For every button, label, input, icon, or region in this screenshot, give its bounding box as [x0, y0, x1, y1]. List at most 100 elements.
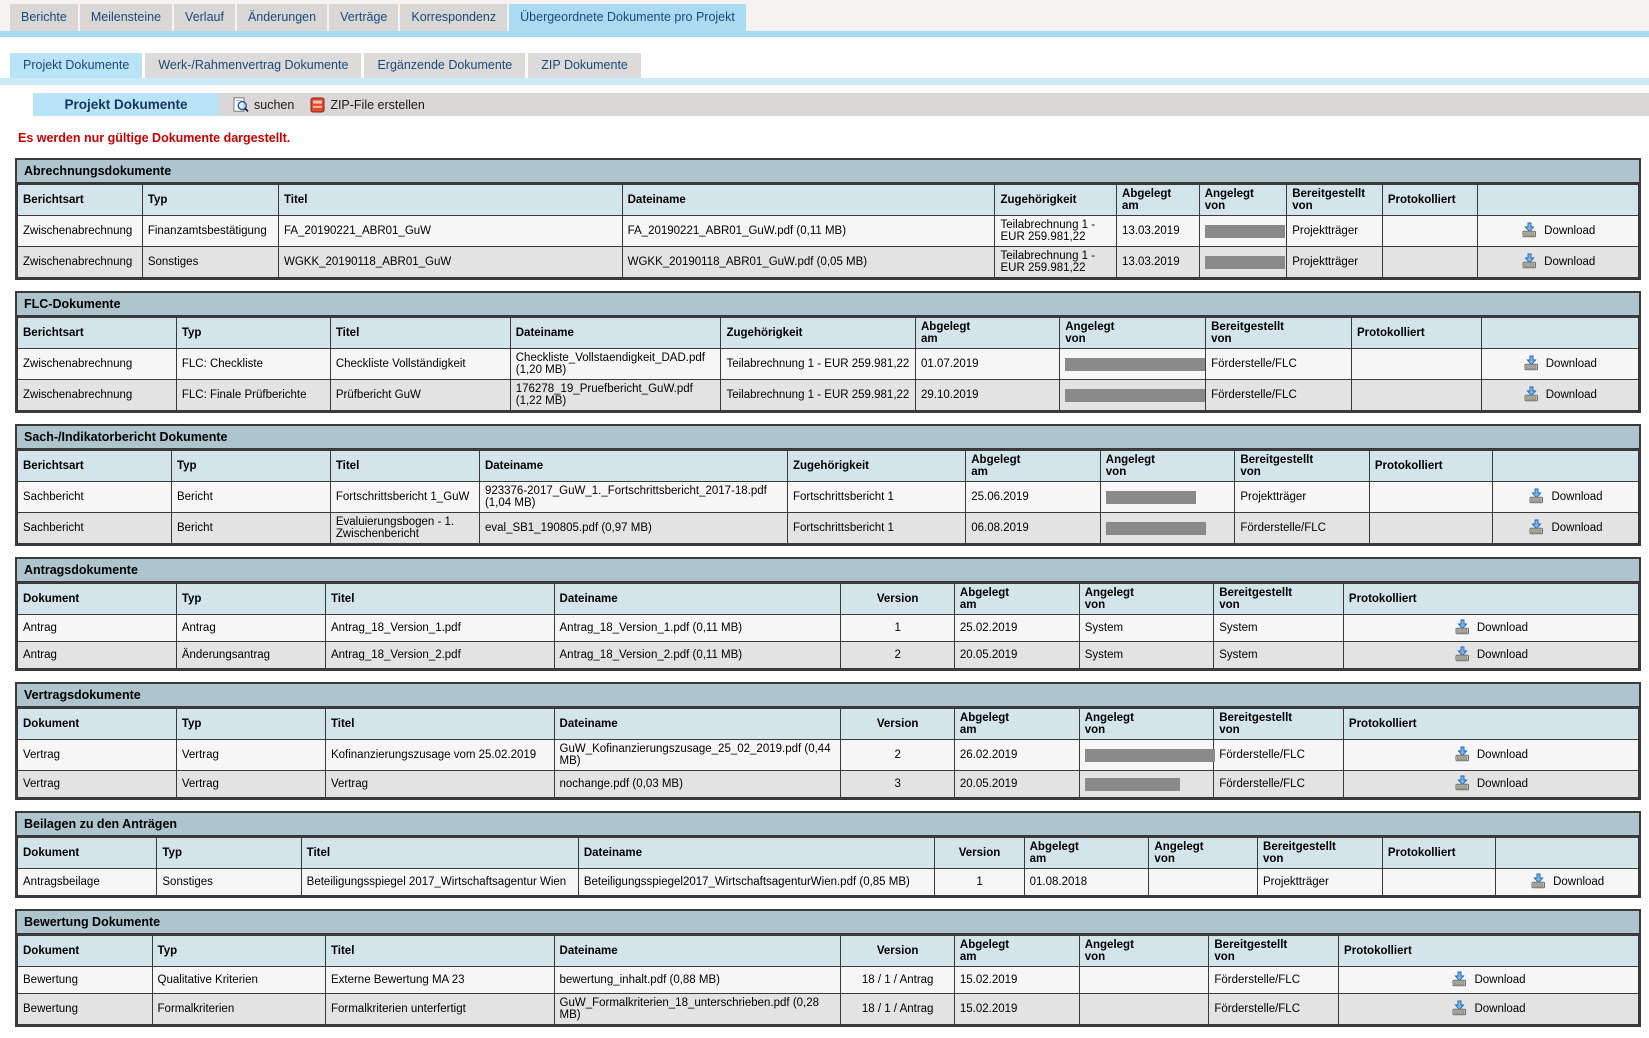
table-cell: 25.02.2019 [953, 614, 1080, 642]
table-row: Sachbericht Bericht Evaluierungsbogen - 1.… [17, 512, 1639, 544]
redacted-name [1084, 777, 1180, 791]
download-link[interactable]: Download [1454, 746, 1528, 765]
download-link[interactable]: Download [1528, 488, 1603, 507]
table-cell: Bericht [170, 512, 331, 544]
column-header-download [1477, 184, 1639, 216]
table-cell: Checkliste Vollständigkeit [329, 348, 511, 380]
download-link[interactable]: Download [1521, 222, 1595, 241]
table-cell: FA_20190221_ABR01_GuW [277, 215, 623, 247]
table-cell [1381, 246, 1479, 278]
download-link[interactable]: Download [1454, 775, 1528, 794]
download-link[interactable]: Download [1530, 873, 1604, 892]
column-header-protokolliert: Protokolliert [1381, 184, 1479, 216]
download-label: Download [1545, 358, 1597, 370]
tab-berichte[interactable]: Berichte [10, 4, 78, 31]
table-cell: Checkliste_Vollstaendigkeit_DAD.pdf (1,2… [509, 348, 722, 380]
table-cell: Vertrag [17, 770, 177, 798]
search-button[interactable]: suchen [233, 93, 294, 116]
column-header-titel: Titel [324, 708, 555, 740]
column-header-bereitgestellt-von: Bereitgestellt von [1205, 317, 1352, 349]
table-cell: Vertrag [17, 739, 177, 771]
column-header-bereitgestellt-von: Bereitgestellt von [1234, 450, 1370, 482]
redacted-name [1065, 388, 1206, 402]
download-icon [1530, 873, 1547, 892]
subtab-werk-rahmenvertrag-dokumente[interactable]: Werk-/Rahmenvertrag Dokumente [145, 53, 362, 78]
table-cell: nochange.pdf (0,03 MB) [553, 770, 842, 798]
tab-korrespondenz[interactable]: Korrespondenz [400, 4, 508, 31]
tab-uebergeordnete-dokumente-pro-projekt[interactable]: Übergeordnete Dokumente pro Projekt [509, 4, 746, 31]
download-link[interactable]: Download [1454, 619, 1528, 638]
table-cell: Teilabrechnung 1 - EUR 259.981,22 [720, 348, 916, 380]
table-cell: Antrag_18_Version_1.pdf [324, 614, 555, 642]
table-row: Bewertung Qualitative Kriterien Externe Be… [17, 966, 1639, 994]
table-cell: Vertrag [324, 770, 555, 798]
table-cell: Förderstelle/FLC [1208, 966, 1340, 994]
table-row: Vertrag Vertrag Kofinanzierungszusage vom … [17, 739, 1640, 771]
column-header-titel: Titel [329, 450, 480, 482]
table-beilagen-zu-den-antraegen: Beilagen zu den Anträgen Dokument Typ Titel… [15, 811, 1641, 898]
table-cell: Bericht [170, 481, 331, 513]
table-cell: Förderstelle/FLC [1205, 379, 1352, 411]
table-cell [1099, 481, 1236, 513]
table-cell: Zwischenabrechnung [17, 348, 177, 380]
column-header-titel: Titel [277, 184, 623, 216]
subtab-projekt-dokumente[interactable]: Projekt Dokumente [10, 53, 143, 78]
table-bewertung-dokumente: Bewertung Dokumente Dokument Typ Titel Datei… [15, 909, 1641, 1027]
table-cell: Bewertung [17, 966, 153, 994]
column-header-angelegt-von: Angelegt von [1078, 935, 1210, 967]
column-header-angelegt-von: Angelegt von [1099, 450, 1236, 482]
table-cell: 923376-2017_GuW_1._Fortschrittsbericht_2… [478, 481, 788, 513]
tab-verlauf[interactable]: Verlauf [174, 4, 235, 31]
table-section-title: Sach-/Indikatorbericht Dokumente [17, 426, 1639, 450]
table-cell: Zwischenabrechnung [17, 215, 143, 247]
table-row: Vertrag Vertrag Vertrag nochange.pdf (0,03 … [17, 770, 1640, 798]
column-header-version: Version [840, 708, 955, 740]
tab-vertraege[interactable]: Verträge [329, 4, 399, 31]
tab-aenderungen[interactable]: Änderungen [236, 4, 328, 31]
subtab-zip-dokumente[interactable]: ZIP Dokumente [528, 53, 641, 78]
zip-create-button[interactable]: ZIP-File erstellen [310, 93, 425, 116]
subtab-ergaenzende-dokumente[interactable]: Ergänzende Dokumente [364, 53, 526, 78]
column-header-berichtsart: Berichtsart [17, 317, 177, 349]
redacted-name [1065, 357, 1206, 371]
download-link[interactable]: Download [1521, 253, 1595, 272]
table-cell: Sonstiges [156, 868, 302, 896]
download-icon [1521, 253, 1538, 272]
download-link[interactable]: Download [1454, 646, 1528, 665]
download-link[interactable]: Download [1451, 971, 1526, 990]
tab-meilensteine[interactable]: Meilensteine [79, 4, 173, 31]
download-link[interactable]: Download [1451, 1000, 1526, 1019]
column-header-protokolliert: Protokolliert [1381, 837, 1497, 869]
table-cell: Download [1338, 966, 1639, 994]
download-link[interactable]: Download [1523, 386, 1597, 405]
column-header-angelegt-von: Angelegt von [1198, 184, 1288, 216]
table-vertragsdokumente: Vertragsdokumente Dokument Typ Titel Dateina… [15, 682, 1641, 800]
column-header-dateiname: Dateiname [509, 317, 722, 349]
download-link[interactable]: Download [1528, 519, 1603, 538]
table-cell: 13.03.2019 [1116, 215, 1200, 247]
table-cell: Projektträger [1286, 215, 1383, 247]
column-header-angelegt-von: Angelegt von [1078, 583, 1215, 615]
table-cell: 15.02.2019 [953, 993, 1080, 1025]
table-cell [1059, 348, 1207, 380]
table-cell: Sachbericht [17, 481, 172, 513]
table-row: Bewertung Formalkriterien Formalkriterien … [17, 993, 1639, 1025]
table-cell: Projektträger [1286, 246, 1383, 278]
table-cell: Kofinanzierungszusage vom 25.02.2019 [324, 739, 555, 771]
column-header-typ: Typ [175, 583, 326, 615]
column-header-titel: Titel [324, 935, 555, 967]
table-abrechnungsdokumente: Abrechnungsdokumente Berichtsart Typ Titel D… [15, 158, 1641, 280]
column-header-dokument: Dokument [16, 837, 158, 869]
download-icon [1454, 775, 1471, 794]
download-link[interactable]: Download [1523, 355, 1597, 374]
table-cell: Download [1477, 215, 1639, 247]
column-header-titel: Titel [300, 837, 579, 869]
table-cell: FA_20190221_ABR01_GuW.pdf (0,11 MB) [621, 215, 996, 247]
table-cell: Beteiligungsspiegel2017_Wirtschaftsagent… [577, 868, 936, 896]
table-cell: Förderstelle/FLC [1213, 770, 1344, 798]
table-cell: Download [1342, 770, 1640, 798]
table-cell: Antragsbeilage [16, 868, 158, 896]
table-cell [1368, 481, 1494, 513]
table-cell: Förderstelle/FLC [1205, 348, 1352, 380]
download-icon [1523, 355, 1540, 374]
